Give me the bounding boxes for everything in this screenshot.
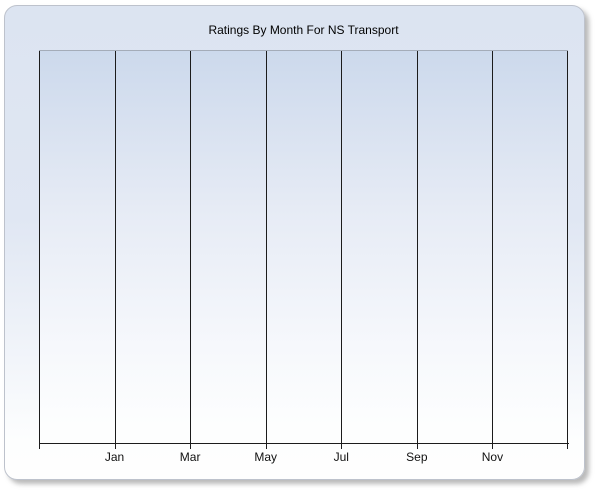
chart-title: Ratings By Month For NS Transport [208, 23, 399, 37]
x-axis-label: Mar [179, 450, 201, 464]
x-axis-tick [39, 444, 40, 449]
x-axis-tick [492, 444, 494, 449]
x-axis-line [39, 443, 569, 444]
x-gridline [416, 51, 418, 445]
x-axis-tick [114, 444, 116, 449]
x-gridline [492, 51, 494, 445]
x-gridline [265, 51, 267, 445]
x-axis-label: Nov [481, 450, 504, 464]
x-gridline [190, 51, 192, 445]
x-axis-tick [190, 444, 192, 449]
x-gridline [341, 51, 343, 445]
x-axis-labels: Jan Mar May Jul Sep Nov [39, 450, 568, 465]
plot-area [39, 50, 568, 445]
x-axis-tick [416, 444, 418, 449]
x-gridline [114, 51, 116, 445]
x-gridline [567, 51, 568, 445]
x-gridline [39, 51, 40, 445]
x-axis-tick [265, 444, 267, 449]
x-axis-label: Sep [406, 450, 428, 464]
x-axis-label: Jan [104, 450, 125, 464]
x-axis-tick [567, 444, 568, 449]
x-axis-ticks [39, 444, 568, 449]
chart-panel: Ratings By Month For NS Transport Jan Mar… [4, 5, 585, 480]
x-axis-label: Jul [333, 450, 349, 464]
x-axis-label: May [254, 450, 278, 464]
x-axis-tick [341, 444, 343, 449]
